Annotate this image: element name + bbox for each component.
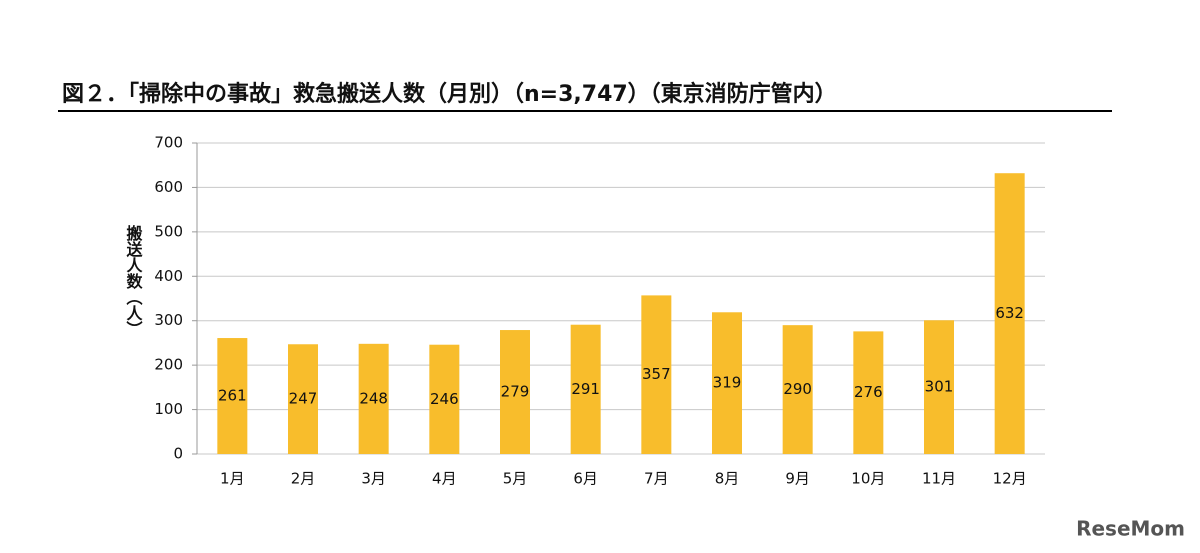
data-label: 301 xyxy=(925,378,954,396)
y-tick-label: 600 xyxy=(154,178,183,196)
data-label: 248 xyxy=(359,389,388,407)
x-tick-label: 2月 xyxy=(291,470,316,488)
bar xyxy=(994,173,1025,454)
x-tick-label: 5月 xyxy=(503,470,528,488)
y-axis-label: 搬送人数（人） xyxy=(124,224,144,337)
bar xyxy=(924,320,954,454)
bar xyxy=(570,324,601,454)
bar xyxy=(853,331,884,454)
y-tick-label: 300 xyxy=(154,311,183,329)
bar xyxy=(358,343,389,454)
bar xyxy=(500,330,530,454)
data-label: 290 xyxy=(783,380,812,398)
bar xyxy=(712,312,742,454)
bar xyxy=(288,344,318,454)
data-label: 291 xyxy=(571,380,600,398)
y-tick-label: 0 xyxy=(173,445,183,463)
y-tick-label: 700 xyxy=(154,134,183,152)
bar xyxy=(641,295,672,454)
x-tick-label: 4月 xyxy=(432,470,457,488)
x-tick-label: 12月 xyxy=(993,470,1027,488)
y-tick-label: 500 xyxy=(154,222,183,240)
x-tick-label: 11月 xyxy=(922,470,956,488)
data-label: 246 xyxy=(430,390,459,408)
bar xyxy=(429,344,460,454)
bar xyxy=(782,325,813,454)
chart-title: 図２．「掃除中の事故」救急搬送人数（月別）（n=3,747）（東京消防庁管内） xyxy=(62,81,837,107)
y-tick-label: 200 xyxy=(154,356,183,374)
y-tick-label: 100 xyxy=(154,400,183,418)
data-label: 276 xyxy=(854,383,883,401)
data-label: 279 xyxy=(501,383,530,401)
y-tick-label: 400 xyxy=(154,267,183,285)
watermark: ReseMom xyxy=(1076,517,1185,541)
x-tick-label: 9月 xyxy=(785,470,810,488)
x-tick-label: 8月 xyxy=(715,470,740,488)
x-tick-label: 7月 xyxy=(644,470,669,488)
x-tick-label: 3月 xyxy=(361,470,386,488)
x-tick-label: 6月 xyxy=(573,470,598,488)
data-label: 632 xyxy=(995,304,1024,322)
data-label: 357 xyxy=(642,365,671,383)
x-tick-label: 10月 xyxy=(851,470,885,488)
bar xyxy=(217,338,248,454)
data-label: 261 xyxy=(218,387,247,405)
data-label: 319 xyxy=(713,374,742,392)
data-label: 247 xyxy=(289,390,318,408)
x-tick-label: 1月 xyxy=(220,470,245,488)
